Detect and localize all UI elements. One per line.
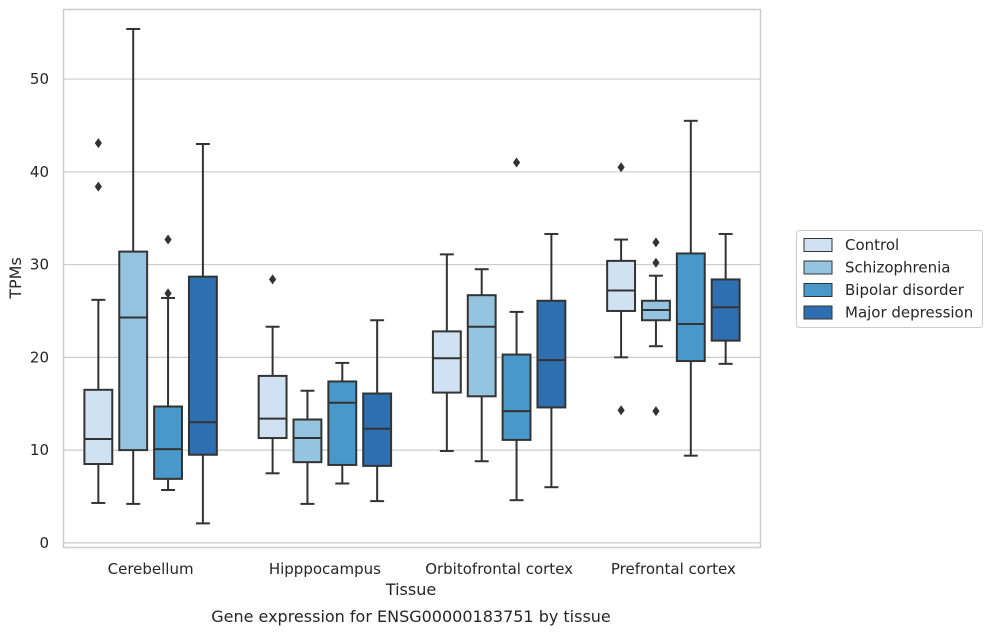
y-tick-labels: 0 10 20 30 40 50 [30,70,49,552]
legend-swatch-1 [803,238,833,252]
legend-label-1: Control [845,236,899,254]
outlier-point [652,237,660,248]
outlier-point [94,138,102,149]
legend-label-2: Schizophrenia [845,259,950,277]
box-3-series-4 [536,232,567,489]
box-4-series-4 [710,232,741,365]
box-iqr [327,380,358,466]
outlier-point [94,181,102,192]
box-iqr [675,252,706,363]
box-iqr [501,353,532,441]
y-tick-label-40: 40 [30,163,49,181]
box-1-series-2 [118,27,149,505]
box-iqr [292,418,323,464]
x-tick-label-4: Prefrontal cortex [611,560,736,578]
x-tick-labels: Cerebellum Hipppocampus Orbitofrontal cort… [108,560,736,578]
box-iqr [606,259,637,312]
y-gridlines [63,78,761,544]
x-tick-label-2: Hipppocampus [269,560,381,578]
y-tick-label-20: 20 [30,348,49,366]
legend-swatch-3 [803,283,833,297]
box-1-series-4 [187,143,218,525]
legend: Control Schizophrenia Bipolar disorder Majo… [796,230,983,328]
x-axis-label: Tissue [385,580,436,599]
box-1-series-1 [83,138,114,504]
box-elements [83,27,741,525]
box-2-series-4 [362,319,393,503]
plot-frame [62,8,762,549]
box-iqr [118,250,149,452]
box-3-series-3 [501,157,532,502]
box-2-series-3 [327,361,358,485]
y-tick-label-10: 10 [30,441,49,459]
legend-label-4: Major depression [845,304,973,322]
x-tick-label-1: Cerebellum [108,560,194,578]
box-2-series-1 [257,274,288,475]
outlier-point [164,288,172,299]
box-3-series-1 [431,253,462,453]
outlier-point [269,274,277,285]
box-iqr [153,405,183,480]
box-1-series-3 [153,234,183,491]
y-tick-label-30: 30 [30,256,49,274]
y-tick-label-50: 50 [30,70,49,88]
outlier-point [512,157,521,168]
legend-label-3: Bipolar disorder [845,281,965,299]
outlier-point [164,234,172,245]
box-iqr [710,278,741,342]
box-3-series-2 [466,268,497,463]
legend-swatch-4 [803,305,833,320]
outlier-point [652,406,660,417]
legend-frame [796,230,983,328]
box-iqr [257,374,288,440]
box-4-series-2 [641,237,671,417]
chart-caption: Gene expression for ENSG00000183751 by t… [211,607,611,626]
x-tick-label-3: Orbitofrontal cortex [425,560,573,578]
box-iqr [466,294,497,398]
y-axis-label: TPMs [6,257,25,300]
y-tick-label-0: 0 [39,534,49,552]
box-2-series-2 [292,389,323,505]
box-4-series-1 [606,162,637,416]
box-iqr [187,275,218,456]
box-4-series-3 [675,119,706,457]
box-iqr [431,330,462,394]
legend-swatch-2 [803,260,833,275]
outlier-point [617,405,625,416]
outlier-point [617,162,625,173]
box-iqr [83,388,114,466]
box-iqr [536,299,567,409]
outlier-point [652,257,660,268]
